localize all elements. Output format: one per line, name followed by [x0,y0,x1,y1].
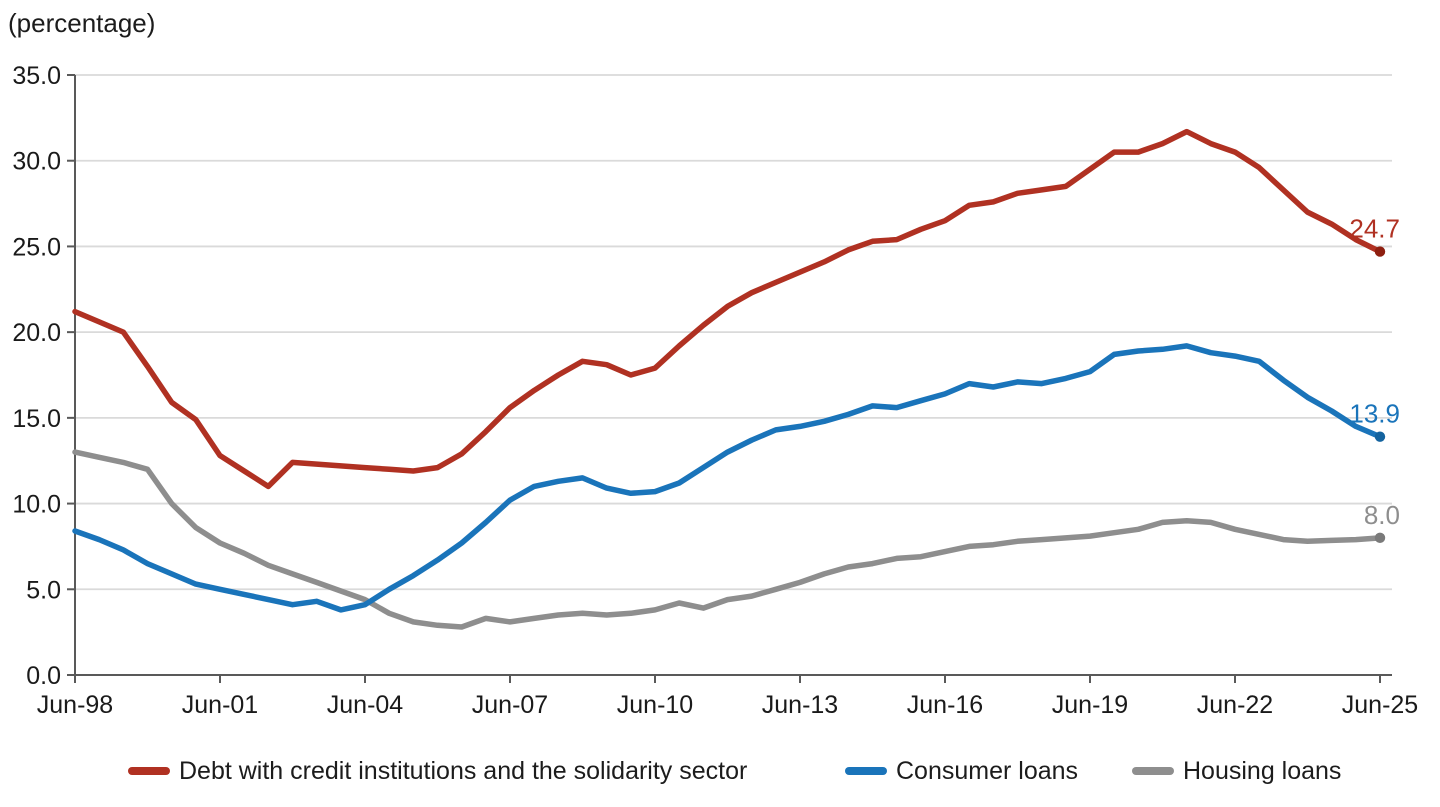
y-tick-label: 10.0 [12,491,61,519]
legend-label-debt: Debt with credit institutions and the so… [179,756,748,785]
housing-line-swatch-icon [1132,767,1174,775]
y-tick-label: 20.0 [12,319,61,347]
gridlines-group [75,74,1392,591]
legend-item-consumer: Consumer loans [845,756,1078,786]
x-tick-label: Jun-98 [37,691,113,719]
legend-item-debt: Debt with credit institutions and the so… [128,756,747,786]
debt-line-swatch-icon [128,767,170,775]
x-tick-label: Jun-16 [907,691,983,719]
series-end-dot-consumer [1374,431,1386,442]
y-tick-label: 5.0 [26,576,61,604]
consumer-line-swatch-icon [845,767,887,775]
end-labels-group: 24.7 13.9 8.0 [1349,214,1400,544]
x-tick-label: Jun-01 [182,691,258,719]
series-line-housing [72,449,1383,630]
x-tick-label: Jun-04 [327,691,404,719]
series-group [72,128,1383,630]
series-end-label-debt: 24.7 [1349,214,1400,244]
x-tick-label: Jun-07 [472,691,548,719]
legend-label-housing: Housing loans [1183,756,1342,785]
y-tick-label: 30.0 [12,148,61,176]
y-tick-label: 0.0 [26,662,61,690]
x-tick-label: Jun-25 [1342,691,1418,719]
tick-labels-group: 0.0 5.0 10.0 15.0 20.0 25.0 30.0 35.0 Jun-98 Jun-… [12,62,1418,719]
series-line-consumer [72,343,1383,613]
y-tick-label: 15.0 [12,405,61,433]
x-tick-label: Jun-19 [1052,691,1128,719]
x-tick-label: Jun-13 [762,691,838,719]
series-line-debt [72,128,1383,490]
series-end-label-housing: 8.0 [1364,500,1400,530]
x-tick-label: Jun-10 [617,691,693,719]
chart-svg: 0.0 5.0 10.0 15.0 20.0 25.0 30.0 35.0 Jun-98 Jun-… [12,62,1418,719]
legend-label-consumer: Consumer loans [896,756,1079,785]
y-tick-label: 25.0 [12,233,61,261]
series-end-dot-debt [1374,246,1386,257]
axes-group [67,74,1392,683]
series-end-dot-housing [1374,532,1386,544]
axis-unit-label: (percentage) [8,8,156,38]
series-end-label-consumer: 13.9 [1349,399,1400,429]
chart-legend: Debt with credit institutions and the so… [0,756,1440,792]
legend-item-housing: Housing loans [1132,756,1341,786]
y-tick-label: 35.0 [12,62,61,90]
x-tick-label: Jun-22 [1197,691,1273,719]
